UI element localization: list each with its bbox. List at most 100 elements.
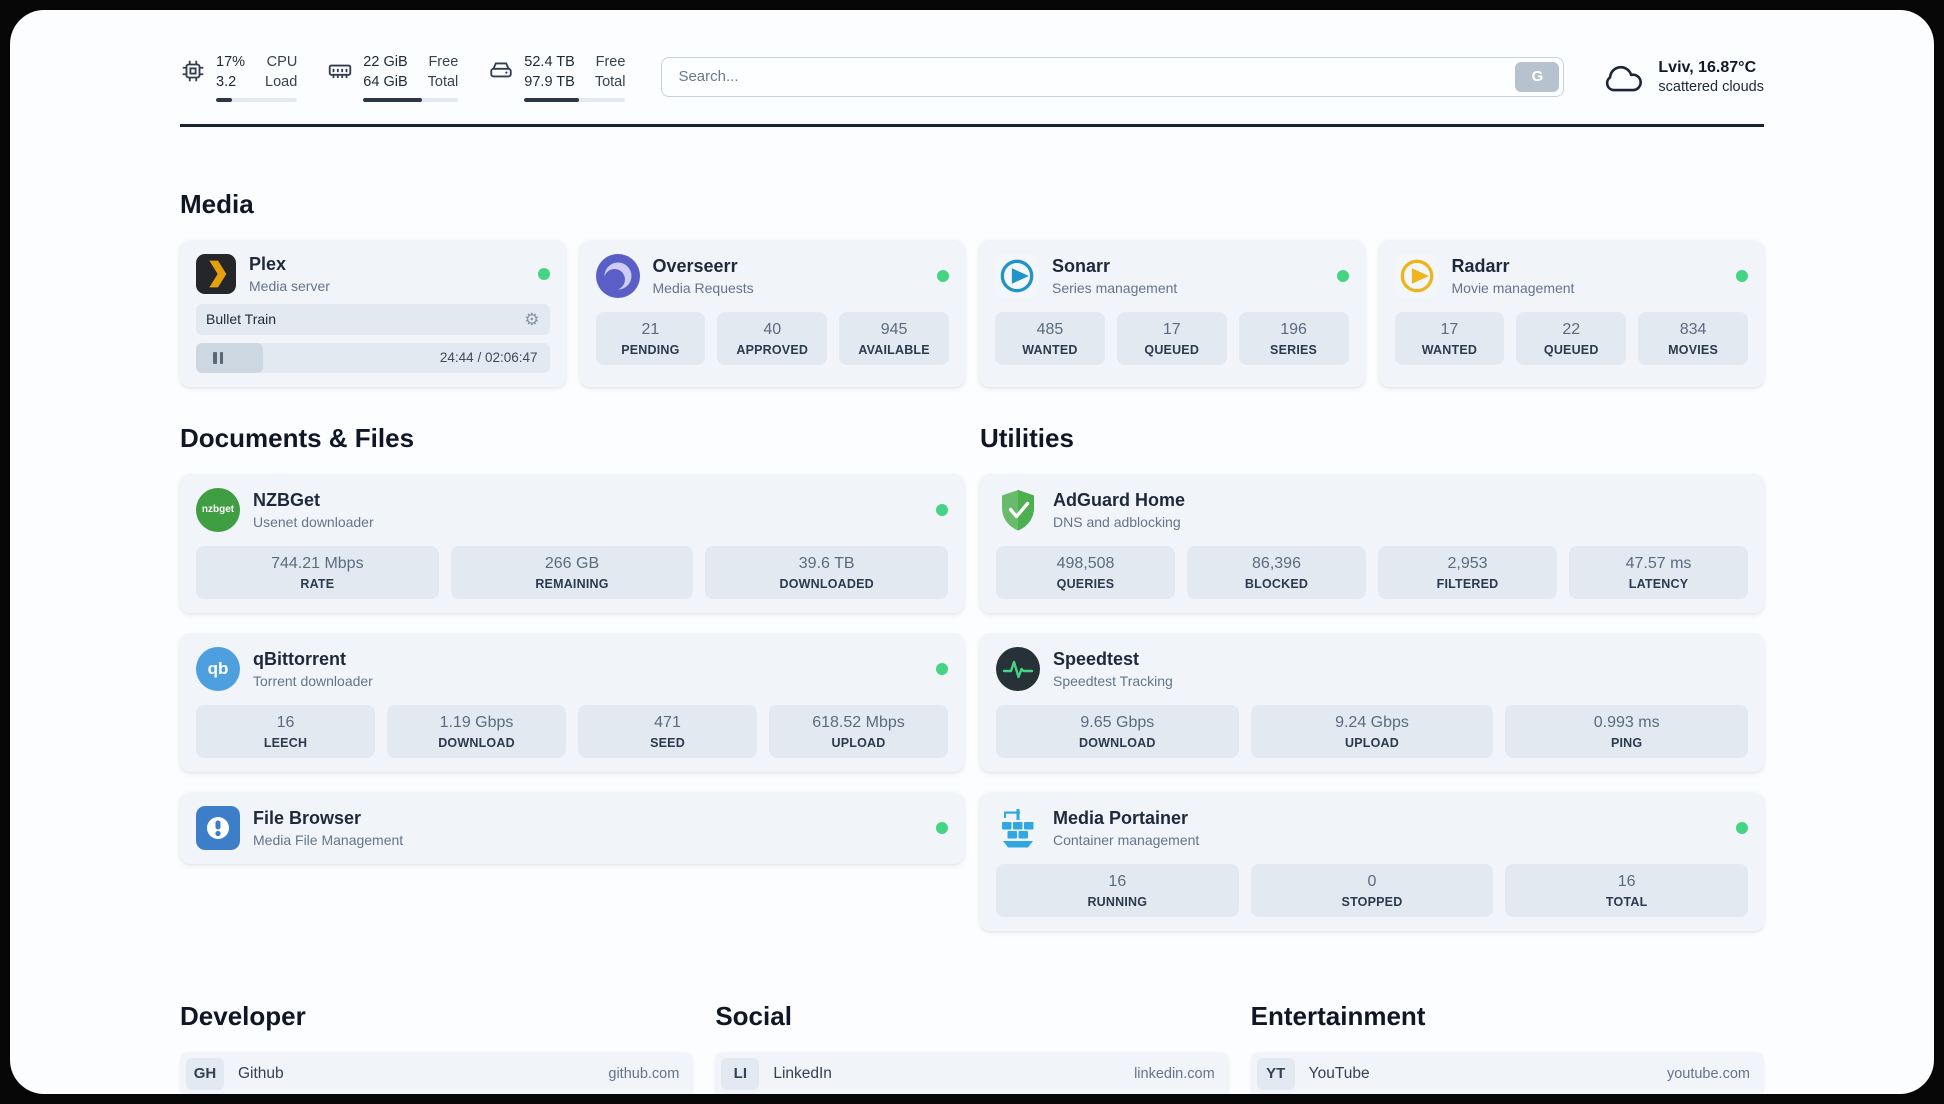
- social-links: Social LI LinkedIn linkedin.com TW Twitt…: [715, 1001, 1229, 1094]
- dashboard-page: 17% 3.2 CPU Load 22 GiB: [10, 10, 1934, 1094]
- plex-card[interactable]: Plex Media server Bullet Train ⚙ 24:44 /…: [180, 239, 566, 387]
- adguard-stats: 498,508 QUERIES 86,396 BLOCKED 2,953 FILTER…: [996, 545, 1748, 599]
- status-online-dot: [1736, 821, 1748, 834]
- github-abbr-badge: GH: [186, 1057, 224, 1090]
- qbittorrent-stats: 16 LEECH 1.19 Gbps DOWNLOAD 471 SEED 618.52…: [196, 704, 948, 758]
- service-name: qBittorrent: [253, 648, 346, 669]
- playback-time: 24:44 / 02:06:47: [439, 350, 538, 366]
- radarr-card[interactable]: Radarr Movie management 17 WANTED 22 QUEUE…: [1378, 239, 1764, 387]
- sonarr-card[interactable]: Sonarr Series management 485 WANTED 17 QUE…: [979, 239, 1365, 387]
- service-subtitle: Speedtest Tracking: [1053, 672, 1173, 689]
- speedtest-icon: [996, 646, 1040, 691]
- playback-progress-bar[interactable]: 24:44 / 02:06:47: [196, 342, 550, 373]
- search-input[interactable]: [661, 56, 1565, 97]
- link-github[interactable]: GH Github github.com: [180, 1051, 694, 1094]
- qbittorrent-titles: qBittorrent Torrent downloader: [253, 649, 373, 689]
- status-online-dot: [1736, 269, 1748, 282]
- documents-section-title: Documents & Files: [180, 422, 415, 453]
- disk-progress-bar: [524, 97, 626, 102]
- filebrowser-card[interactable]: File Browser Media File Management: [180, 791, 964, 864]
- service-name: Media Portainer: [1053, 807, 1189, 828]
- media-grid: Plex Media server Bullet Train ⚙ 24:44 /…: [180, 239, 1764, 387]
- ram-free-label: Free: [428, 54, 459, 70]
- nzbget-stats: 744.21 Mbps RATE 266 GB REMAINING 39.6 TB D…: [196, 545, 948, 599]
- link-linkedin[interactable]: LI LinkedIn linkedin.com: [715, 1051, 1229, 1094]
- status-online-dot: [537, 267, 550, 280]
- link-url: youtube.com: [1666, 1065, 1750, 1082]
- sonarr-titles: Sonarr Series management: [1052, 256, 1177, 296]
- speedtest-titles: Speedtest Speedtest Tracking: [1053, 649, 1173, 689]
- service-subtitle: Media Requests: [652, 279, 754, 296]
- ram-metric: 22 GiB 64 GiB Free Total: [327, 52, 459, 102]
- ram-total-value: 64 GiB: [363, 74, 408, 91]
- stat-download: 9.65 Gbps DOWNLOAD: [996, 704, 1239, 758]
- qbittorrent-card[interactable]: qb qBittorrent Torrent downloader 16 LEEC…: [180, 632, 964, 772]
- link-name: YouTube: [1308, 1064, 1370, 1082]
- gear-icon[interactable]: ⚙: [524, 309, 540, 329]
- header-divider: [180, 123, 1764, 127]
- weather-text: Lviv, 16.87°C scattered clouds: [1658, 59, 1764, 95]
- nzbget-titles: NZBGet Usenet downloader: [253, 490, 374, 530]
- service-name: Sonarr: [1052, 255, 1111, 276]
- stat-pending: 21 PENDING: [595, 311, 706, 365]
- speedtest-card[interactable]: Speedtest Speedtest Tracking 9.65 Gbps DO…: [980, 632, 1764, 772]
- qbittorrent-icon-text: qb: [207, 658, 229, 678]
- disk-icon: [488, 58, 514, 84]
- nzbget-icon-text: nzbget: [201, 504, 235, 516]
- link-youtube[interactable]: YT YouTube youtube.com: [1250, 1051, 1764, 1094]
- qbittorrent-icon: qb: [196, 646, 240, 691]
- entertainment-section-title: Entertainment: [1250, 1000, 1426, 1031]
- radarr-titles: Radarr Movie management: [1452, 256, 1575, 296]
- stat-upload: 9.24 Gbps UPLOAD: [1250, 704, 1494, 758]
- status-online-dot: [936, 503, 948, 516]
- portainer-stats: 16 RUNNING 0 STOPPED 16 TOTAL: [996, 863, 1748, 917]
- utilities-section-title: Utilities: [980, 422, 1074, 453]
- now-playing-title: Bullet Train: [206, 311, 277, 328]
- link-url: github.com: [608, 1065, 680, 1082]
- stat-queued: 17 QUEUED: [1116, 311, 1227, 365]
- stat-download: 1.19 Gbps DOWNLOAD: [387, 704, 566, 758]
- cpu-load-value: 3.2: [216, 74, 237, 91]
- service-subtitle: Torrent downloader: [253, 672, 373, 689]
- cloud-icon: [1600, 59, 1646, 95]
- stat-rate: 744.21 Mbps RATE: [196, 545, 439, 599]
- top-bar: 17% 3.2 CPU Load 22 GiB: [180, 52, 1764, 102]
- service-name: AdGuard Home: [1053, 489, 1186, 510]
- middle-columns: Documents & Files nzbget NZBGet Usenet d…: [180, 423, 1764, 931]
- stat-blocked: 86,396 BLOCKED: [1187, 545, 1366, 599]
- service-subtitle: Media server: [249, 277, 330, 294]
- stat-wanted: 485 WANTED: [995, 311, 1105, 365]
- service-subtitle: Media File Management: [253, 831, 404, 848]
- disk-total-label: Total: [594, 74, 626, 91]
- cpu-metric: 17% 3.2 CPU Load: [180, 52, 298, 102]
- sonarr-icon: [995, 253, 1039, 298]
- cpu-label: CPU: [266, 54, 298, 70]
- status-online-dot: [1336, 269, 1349, 282]
- overseerr-card[interactable]: Overseerr Media Requests 21 PENDING 40 APP…: [579, 239, 965, 387]
- link-name: Github: [238, 1064, 284, 1082]
- portainer-card[interactable]: Media Portainer Container management 16 R…: [980, 791, 1764, 931]
- plex-icon: [196, 253, 236, 294]
- cpu-progress-bar: [216, 97, 298, 102]
- stat-queries: 498,508 QUERIES: [996, 545, 1175, 599]
- pause-icon[interactable]: [202, 348, 234, 368]
- service-name: Speedtest: [1053, 648, 1140, 669]
- radarr-stats: 17 WANTED 22 QUEUED 834 MOVIES: [1394, 311, 1748, 365]
- adguard-card[interactable]: AdGuard Home DNS and adblocking 498,508 Q…: [980, 473, 1764, 613]
- stat-wanted: 17 WANTED: [1394, 311, 1505, 365]
- stat-latency: 47.57 ms LATENCY: [1569, 545, 1748, 599]
- sonarr-stats: 485 WANTED 17 QUEUED 196 SERIES: [995, 311, 1349, 365]
- adguard-titles: AdGuard Home DNS and adblocking: [1053, 490, 1185, 530]
- search-engine-button[interactable]: G: [1515, 61, 1560, 92]
- status-online-dot: [936, 662, 948, 675]
- service-subtitle: Movie management: [1451, 279, 1575, 296]
- linkedin-abbr-badge: LI: [721, 1057, 760, 1090]
- media-section: Media Plex Media server Bullet Train ⚙: [180, 189, 1764, 387]
- disk-free-value: 52.4 TB: [524, 54, 575, 70]
- link-name: LinkedIn: [773, 1064, 832, 1082]
- developer-section-title: Developer: [180, 1000, 306, 1031]
- stat-ping: 0.993 ms PING: [1505, 704, 1748, 758]
- disk-metric: 52.4 TB 97.9 TB Free Total: [488, 52, 626, 102]
- nzbget-icon: nzbget: [196, 487, 240, 532]
- nzbget-card[interactable]: nzbget NZBGet Usenet downloader 744.21 M…: [180, 473, 964, 613]
